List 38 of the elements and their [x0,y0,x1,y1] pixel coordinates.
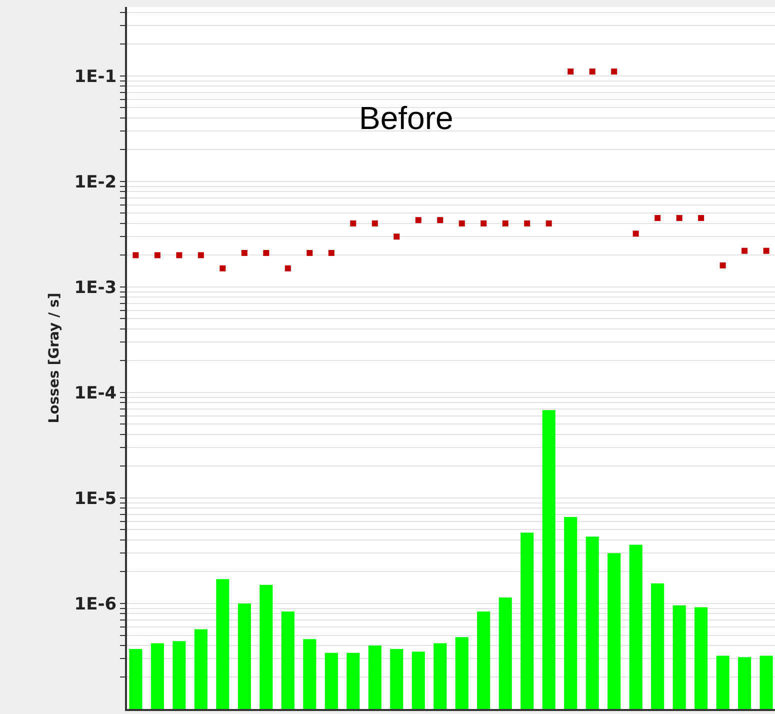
y-tick-label: 1E-3 [74,278,117,298]
point [198,252,204,258]
point [306,250,313,256]
point [263,250,270,256]
point [220,265,226,272]
point [394,234,400,240]
point [372,220,378,226]
y-tick-label: 1E-2 [74,172,117,192]
point [154,252,160,258]
point [568,68,574,75]
point [742,248,748,254]
point [502,220,508,226]
point [698,215,704,222]
annotation: Before [359,100,454,136]
point [654,215,661,222]
point [546,220,552,226]
y-tick-label: 1E-1 [74,66,117,87]
point [524,220,530,226]
point [350,220,356,226]
y-tick-label: 1E-6 [74,594,117,614]
point [632,230,639,237]
point [132,252,139,258]
point [720,262,726,268]
point [589,68,596,75]
y-tick-label: 1E-5 [74,488,117,509]
point [458,220,465,226]
y-axis-title: Losses [Gray / s] [46,292,62,424]
point [328,250,334,256]
point [176,252,182,258]
point [611,68,618,75]
point [480,220,487,226]
point [241,250,248,256]
point [284,265,291,272]
point [437,217,444,224]
y-tick-label: 1E-4 [74,383,117,404]
point [676,215,682,222]
point [415,217,422,224]
point [763,248,770,254]
